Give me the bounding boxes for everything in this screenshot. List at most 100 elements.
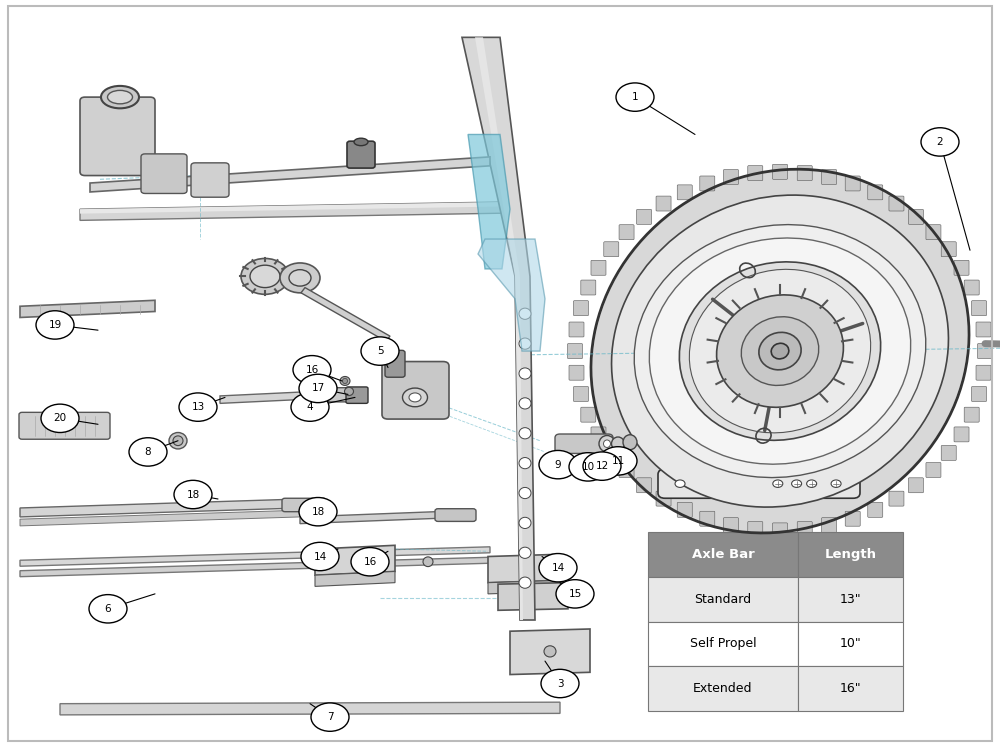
FancyBboxPatch shape [656,492,671,506]
FancyBboxPatch shape [648,577,798,622]
Circle shape [616,83,654,111]
FancyBboxPatch shape [798,622,903,666]
Ellipse shape [519,547,531,559]
Ellipse shape [759,332,801,370]
FancyBboxPatch shape [868,503,883,518]
Text: 16: 16 [305,365,319,375]
Polygon shape [488,554,560,583]
Text: 11: 11 [611,456,625,466]
Polygon shape [301,288,390,341]
Ellipse shape [169,433,187,449]
FancyBboxPatch shape [80,97,155,176]
Circle shape [539,554,577,582]
Ellipse shape [173,436,183,445]
FancyBboxPatch shape [658,469,860,498]
Ellipse shape [409,393,421,402]
Ellipse shape [342,378,348,384]
Polygon shape [315,571,395,586]
FancyBboxPatch shape [591,260,606,275]
Circle shape [129,438,167,466]
Circle shape [583,452,621,480]
FancyBboxPatch shape [581,280,596,295]
Text: 12: 12 [595,461,609,471]
FancyBboxPatch shape [347,141,375,168]
Text: 16: 16 [363,557,377,567]
Circle shape [792,480,802,487]
Circle shape [179,393,217,421]
Polygon shape [462,37,535,620]
Circle shape [36,311,74,339]
FancyBboxPatch shape [677,185,692,199]
Polygon shape [510,629,590,675]
FancyBboxPatch shape [972,386,987,401]
FancyBboxPatch shape [868,185,883,199]
Polygon shape [20,547,490,566]
Text: 4: 4 [307,402,313,412]
Text: 13: 13 [191,402,205,412]
FancyBboxPatch shape [191,163,229,197]
Ellipse shape [649,238,911,464]
Ellipse shape [594,173,966,530]
Ellipse shape [340,376,350,385]
FancyBboxPatch shape [723,170,738,185]
FancyBboxPatch shape [798,532,903,577]
FancyBboxPatch shape [382,362,449,419]
Ellipse shape [679,262,881,440]
Ellipse shape [634,225,926,477]
Ellipse shape [101,86,139,108]
FancyBboxPatch shape [797,166,812,181]
Text: 20: 20 [53,413,67,424]
FancyBboxPatch shape [972,301,987,316]
Text: 18: 18 [186,489,200,500]
FancyBboxPatch shape [700,176,715,191]
Text: 8: 8 [145,447,151,457]
FancyBboxPatch shape [954,260,969,275]
Ellipse shape [519,577,531,589]
Circle shape [301,542,339,571]
FancyBboxPatch shape [656,196,671,211]
Text: Standard: Standard [694,592,752,606]
Circle shape [41,404,79,433]
Text: 2: 2 [937,137,943,147]
Ellipse shape [689,270,871,433]
Circle shape [773,480,783,487]
Circle shape [293,356,331,384]
Text: 14: 14 [551,562,565,573]
Ellipse shape [108,90,132,104]
Text: 5: 5 [377,346,383,356]
FancyBboxPatch shape [964,280,979,295]
Circle shape [299,374,337,403]
FancyBboxPatch shape [604,242,619,257]
Ellipse shape [602,191,958,511]
Text: 15: 15 [568,589,582,599]
Ellipse shape [519,397,531,409]
Polygon shape [90,157,490,192]
Polygon shape [80,202,520,220]
Circle shape [569,453,607,481]
FancyBboxPatch shape [677,503,692,518]
FancyBboxPatch shape [976,365,991,380]
Text: 14: 14 [313,551,327,562]
FancyBboxPatch shape [648,666,798,711]
Polygon shape [20,557,490,577]
Polygon shape [60,702,560,715]
FancyBboxPatch shape [964,407,979,422]
Polygon shape [300,511,455,524]
FancyBboxPatch shape [648,532,798,577]
Circle shape [311,703,349,731]
Circle shape [921,128,959,156]
Text: 6: 6 [105,604,111,614]
Circle shape [174,480,212,509]
Ellipse shape [599,436,615,452]
FancyBboxPatch shape [773,164,788,179]
FancyBboxPatch shape [926,462,941,477]
FancyBboxPatch shape [19,412,110,439]
FancyBboxPatch shape [141,154,187,193]
Ellipse shape [519,338,531,350]
Text: 18: 18 [311,506,325,517]
FancyBboxPatch shape [797,521,812,536]
Text: 16": 16" [840,682,861,695]
Ellipse shape [592,170,968,533]
Ellipse shape [241,258,289,294]
FancyBboxPatch shape [619,462,634,477]
